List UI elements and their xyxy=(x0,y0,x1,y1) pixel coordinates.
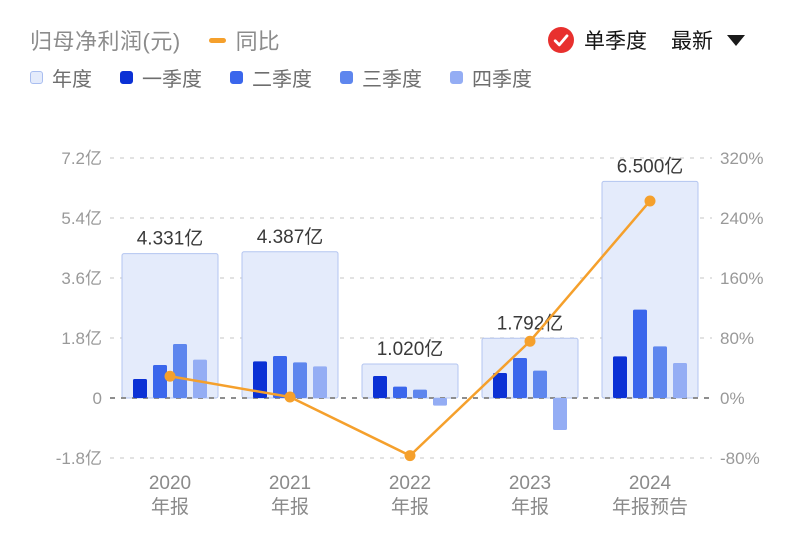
q4-bar-2023[interactable] xyxy=(553,398,567,430)
yoy-point-2021[interactable] xyxy=(284,391,296,403)
annual-value-label-2021: 4.387亿 xyxy=(257,226,324,248)
check-circle-icon[interactable] xyxy=(548,27,574,53)
y-axis-left-tick: 7.2亿 xyxy=(61,149,102,168)
q2-bar-2021[interactable] xyxy=(273,356,287,398)
chevron-down-icon[interactable] xyxy=(727,34,745,46)
q2-bar-2023[interactable] xyxy=(513,358,527,398)
header-controls: 单季度 最新 xyxy=(548,25,745,55)
q2-bar-2020[interactable] xyxy=(153,365,167,398)
legend-item-q4[interactable]: 四季度 xyxy=(450,63,532,92)
x-axis-label-2023: 2023 年报 xyxy=(509,473,551,518)
legend-item-label: 四季度 xyxy=(472,69,532,91)
q4-bar-2022[interactable] xyxy=(433,398,447,406)
y-axis-right-tick: 0% xyxy=(720,389,745,408)
legend-item-label: 二季度 xyxy=(252,69,312,91)
annual-value-label-2023: 1.792亿 xyxy=(497,312,564,334)
x-axis-label-2024: 2024 年报预告 xyxy=(612,473,688,518)
legend-item-q3[interactable]: 三季度 xyxy=(340,63,422,92)
legend-item-label: 年度 xyxy=(52,69,92,91)
yoy-point-2022[interactable] xyxy=(404,450,416,462)
yoy-line-legend[interactable]: 同比 xyxy=(208,24,280,56)
y-axis-right-tick: 320% xyxy=(720,149,763,168)
x-axis-label-2022: 2022 年报 xyxy=(389,473,431,518)
profit-chart: 7.2亿 320% 5.4亿 240% 3.6亿 160% 1.8亿 80% 0 0% -1.8亿 -… xyxy=(56,149,764,518)
q2-swatch-icon xyxy=(230,71,243,84)
y-axis-left-tick: 0 xyxy=(93,389,102,408)
q1-bar-2020[interactable] xyxy=(133,379,147,398)
legend-item-q1[interactable]: 一季度 xyxy=(120,63,202,92)
yoy-line-swatch-icon xyxy=(208,37,226,43)
q1-bar-2021[interactable] xyxy=(253,361,267,398)
annual-value-label-2020: 4.331亿 xyxy=(137,228,204,250)
yoy-line-legend-label: 同比 xyxy=(235,29,280,54)
page-title: 归母净利润(元) xyxy=(30,29,181,54)
q1-bar-2022[interactable] xyxy=(373,376,387,398)
x-axis-label-2021: 2021 年报 xyxy=(269,473,311,518)
legend-item-label: 一季度 xyxy=(142,69,202,91)
latest-dropdown-label[interactable]: 最新 xyxy=(671,30,713,53)
q3-bar-2022[interactable] xyxy=(413,389,427,398)
q4-bar-2020[interactable] xyxy=(193,359,207,398)
legend-item-label: 三季度 xyxy=(362,69,422,91)
q3-bar-2023[interactable] xyxy=(533,370,547,398)
legend-item-annual[interactable]: 年度 xyxy=(30,63,92,92)
single-quarter-toggle[interactable]: 单季度 xyxy=(584,30,647,53)
legend-item-q2[interactable]: 二季度 xyxy=(230,63,312,92)
yoy-point-2023[interactable] xyxy=(524,335,536,347)
y-axis-right-tick: 80% xyxy=(720,329,754,348)
q3-swatch-icon xyxy=(340,71,353,84)
series-legend: 年度 一季度 二季度 三季度 四季度 xyxy=(30,63,532,92)
q1-swatch-icon xyxy=(120,71,133,84)
x-axis-label-2020: 2020 年报 xyxy=(149,473,191,518)
y-axis-right-tick: -80% xyxy=(720,449,760,468)
q4-bar-2021[interactable] xyxy=(313,366,327,398)
q2-bar-2022[interactable] xyxy=(393,386,407,398)
q2-bar-2024[interactable] xyxy=(633,309,647,398)
y-axis-right-tick: 240% xyxy=(720,209,763,228)
annual-value-label-2024: 6.500亿 xyxy=(617,155,684,177)
chart-header: 归母净利润(元) 同比 单季度 最新 xyxy=(30,24,745,56)
y-axis-left-tick: 5.4亿 xyxy=(61,209,102,228)
y-axis-left-tick: 1.8亿 xyxy=(61,329,102,348)
q4-swatch-icon xyxy=(450,71,463,84)
yoy-point-2024[interactable] xyxy=(644,195,656,207)
q3-bar-2024[interactable] xyxy=(653,346,667,398)
q1-bar-2024[interactable] xyxy=(613,356,627,398)
y-axis-left-tick: 3.6亿 xyxy=(61,269,102,288)
yoy-point-2020[interactable] xyxy=(164,370,176,382)
q3-bar-2021[interactable] xyxy=(293,362,307,398)
q4-bar-2024[interactable] xyxy=(673,363,687,398)
annual-value-label-2022: 1.020亿 xyxy=(377,338,444,360)
annual-swatch-icon xyxy=(30,71,43,84)
q1-bar-2023[interactable] xyxy=(493,373,507,398)
y-axis-right-tick: 160% xyxy=(720,269,763,288)
q3-bar-2020[interactable] xyxy=(173,344,187,398)
y-axis-left-tick: -1.8亿 xyxy=(56,449,102,468)
